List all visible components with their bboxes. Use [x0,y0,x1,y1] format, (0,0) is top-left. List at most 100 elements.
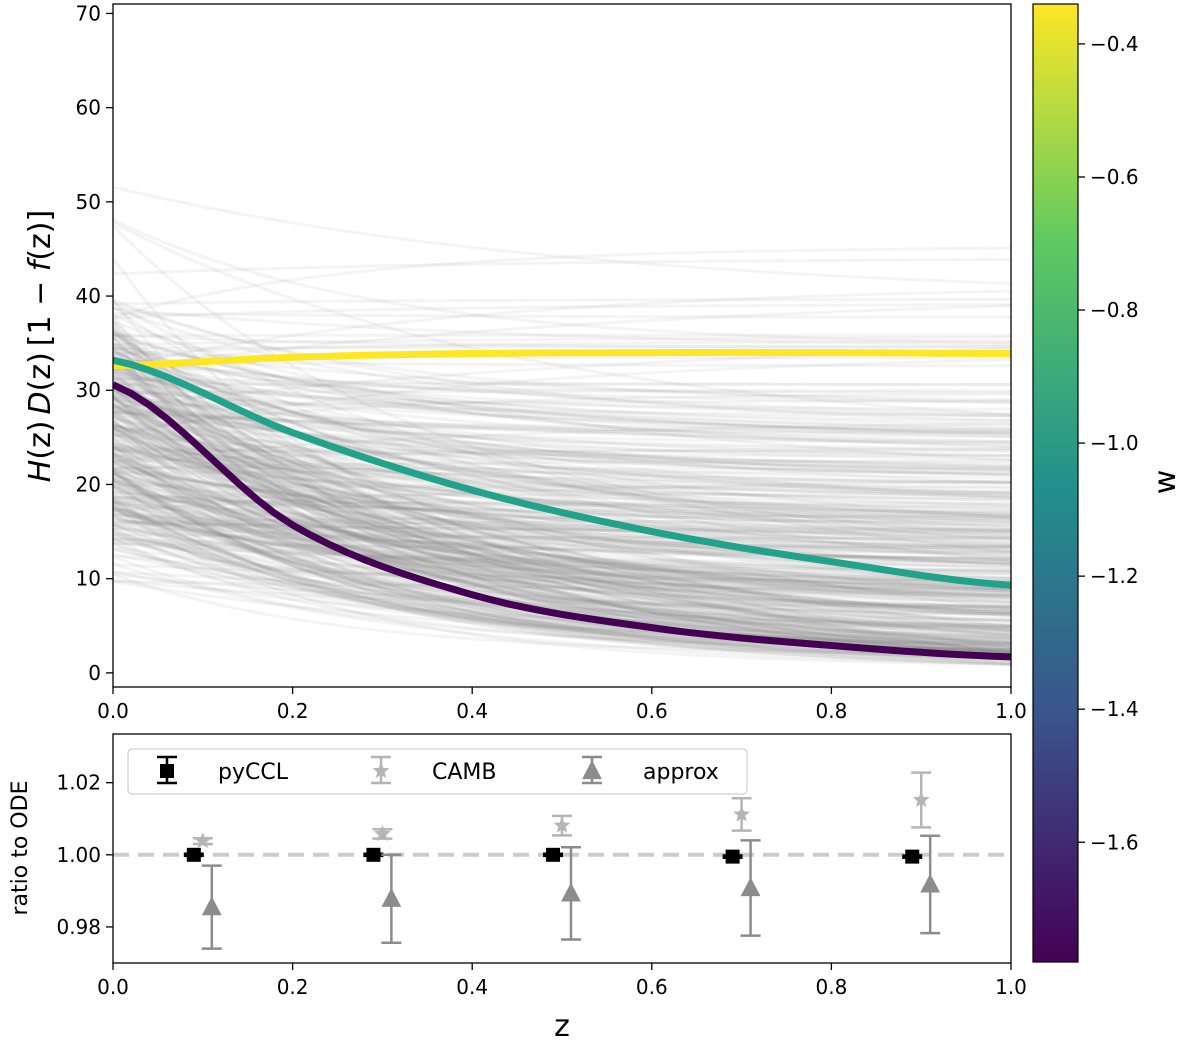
background-curve [113,224,1011,537]
background-curve [113,573,1011,656]
background-curve [113,513,1011,565]
main-plot-panel: 0.0 0.2 0.4 0.6 0.8 1.0 0 10 20 30 40 50 60 70 H(z)D… [23,1,1027,723]
background-curve [113,449,1011,453]
background-curve [113,424,1011,643]
background-curve [113,419,1011,641]
background-curve [113,507,1011,598]
background-curve [113,342,1011,477]
background-curve [113,332,1011,426]
background-curve [113,477,1011,616]
background-curve [113,495,1011,632]
background-curve [113,480,1011,629]
background-curve [113,485,1011,563]
series-line-w-m0p34 [113,348,1011,370]
background-curve [113,359,1011,610]
colorbar-tick-label: −1.2 [1090,564,1139,588]
background-curve [113,477,1011,595]
background-curve [113,392,1011,434]
background-curve [113,448,1011,485]
background-curve [113,460,1011,652]
background-curve [113,563,1011,583]
background-curve [113,185,1011,285]
background-curve [113,474,1011,647]
background-curve [113,339,1011,356]
background-curve [113,513,1011,531]
background-curve [113,520,1011,535]
background-curve [113,579,1011,646]
background-curve [113,507,1011,560]
legend-marker-pyccl [160,764,174,778]
background-curve [113,409,1011,444]
background-curve [113,221,1011,416]
background-curve [113,461,1011,662]
background-curve [113,522,1011,622]
background-curve [113,387,1011,591]
background-curve [113,453,1011,632]
background-curve [113,321,1011,645]
background-curve [113,488,1011,553]
background-curve [113,436,1011,661]
background-curve [113,431,1011,559]
background-curve [113,396,1011,644]
background-curve [113,376,1011,559]
background-curve [113,370,1011,623]
background-curve [113,412,1011,657]
background-curve [113,424,1011,465]
background-curve [113,516,1011,593]
background-curve [113,313,1011,443]
background-curve [113,467,1011,512]
background-curve [113,415,1011,605]
legend-marker-approx [582,760,602,780]
background-curve [113,453,1011,547]
background-curve [113,470,1011,475]
background-curve [113,411,1011,548]
background-curve [113,218,1011,345]
background-curve [113,476,1011,531]
background-curve [113,350,1011,654]
background-curve [113,452,1011,617]
background-curve [113,344,1011,350]
background-curve [113,481,1011,597]
background-curve [113,301,1011,554]
colorbar-tick-label: −0.6 [1090,165,1139,189]
legend-item-camb: CAMB [371,755,497,785]
y-tick-label: 20 [76,472,101,496]
background-curve [113,427,1011,549]
background-curve [113,484,1011,662]
background-curve [113,333,1011,349]
background-curve [113,414,1011,620]
y-tick-label: 0.98 [56,915,101,939]
background-curve [113,541,1011,647]
background-curve [113,542,1011,550]
background-curve [113,347,1011,437]
background-curve [113,554,1011,591]
colorbar-ticks: −0.4 −0.6 −0.8 −1.0 −1.2 −1.4 −1.6 [1078,32,1139,854]
colorbar-gradient [1032,3,1079,963]
background-curve [113,393,1011,435]
colorbar-tick-label: −0.4 [1090,32,1139,56]
background-curve [113,441,1011,520]
background-curve [113,403,1011,566]
background-curve [113,396,1011,633]
data-point-approx [740,877,761,897]
background-curve [113,428,1011,611]
data-point-approx [920,873,941,893]
background-curve [113,541,1011,564]
background-curve [113,500,1011,557]
background-curve [113,410,1011,469]
background-curve [113,246,1011,319]
background-curve [113,445,1011,458]
background-curve [113,374,1011,436]
background-curve [113,446,1011,567]
background-curve [113,460,1011,500]
background-curve [113,427,1011,484]
background-curve [113,375,1011,651]
background-curve [113,367,1011,499]
background-curve [113,330,1011,615]
background-curve [113,363,1011,473]
ratio-plot-panel: 0.0 0.2 0.4 0.6 0.8 1.0 0.98 1.00 1.02 z ratio … [8,733,1027,1044]
background-curve [113,422,1011,463]
background-curve [113,389,1011,395]
y-tick-label: 70 [76,1,101,25]
background-curve [113,496,1011,630]
